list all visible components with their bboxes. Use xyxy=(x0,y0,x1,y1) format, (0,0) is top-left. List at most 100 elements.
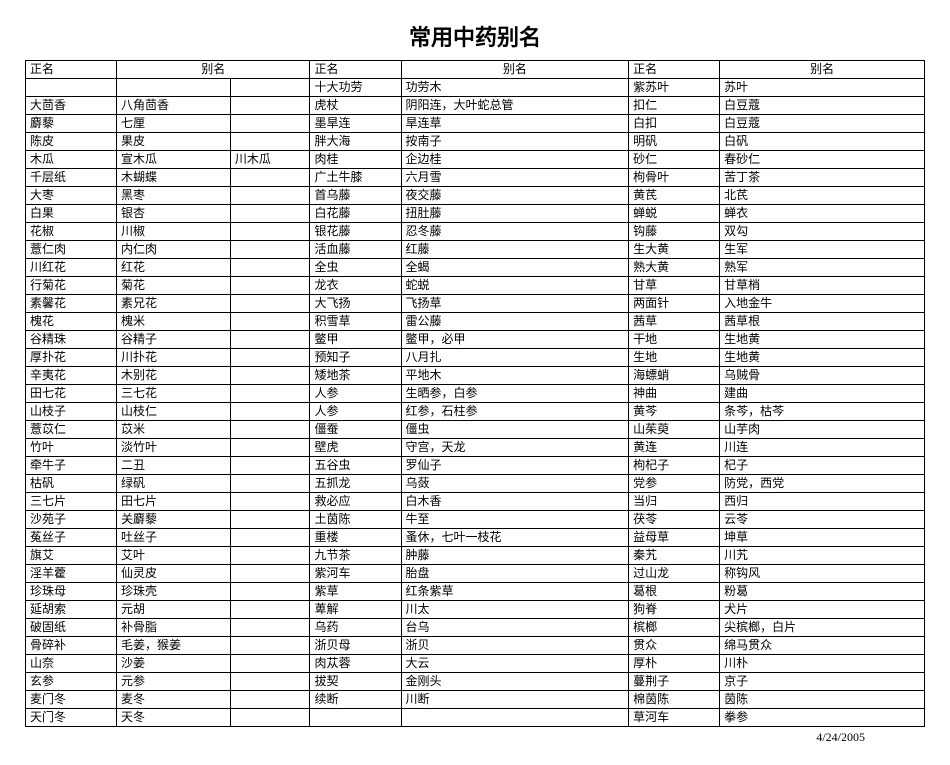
table-cell: 毛姜，猴姜 xyxy=(117,637,231,655)
table-cell: 粉葛 xyxy=(720,583,925,601)
table-cell: 绿矾 xyxy=(117,475,231,493)
table-row: 千层纸木蝴蝶广土牛膝六月雪枸骨叶苦丁茶 xyxy=(26,169,925,187)
table-cell: 续断 xyxy=(310,691,401,709)
table-cell xyxy=(230,277,310,295)
table-cell: 山枝子 xyxy=(26,403,117,421)
table-row: 麦门冬麦冬续断川断棉茵陈茵陈 xyxy=(26,691,925,709)
table-cell: 茵陈 xyxy=(720,691,925,709)
table-cell: 天门冬 xyxy=(26,709,117,727)
table-cell xyxy=(230,349,310,367)
table-cell: 苦丁茶 xyxy=(720,169,925,187)
table-cell: 艾叶 xyxy=(117,547,231,565)
table-cell: 六月雪 xyxy=(401,169,629,187)
table-row: 槐花槐米积雪草雷公藤茜草茜草根 xyxy=(26,313,925,331)
table-row: 竹叶淡竹叶壁虎守宫，天龙黄连川连 xyxy=(26,439,925,457)
table-cell: 槐米 xyxy=(117,313,231,331)
table-row: 三七片田七片救必应白木香当归西归 xyxy=(26,493,925,511)
table-row: 枯矾绿矾五抓龙乌蔹党参防党，西党 xyxy=(26,475,925,493)
table-cell: 红参，石柱参 xyxy=(401,403,629,421)
table-cell: 称钩风 xyxy=(720,565,925,583)
table-cell: 肿藤 xyxy=(401,547,629,565)
table-cell: 厚朴 xyxy=(629,655,720,673)
table-cell: 仙灵皮 xyxy=(117,565,231,583)
table-cell: 川断 xyxy=(401,691,629,709)
table-cell: 全虫 xyxy=(310,259,401,277)
table-cell: 砂仁 xyxy=(629,151,720,169)
table-cell: 按南子 xyxy=(401,133,629,151)
table-cell: 活血藤 xyxy=(310,241,401,259)
table-cell: 积雪草 xyxy=(310,313,401,331)
table-row: 破固纸补骨脂乌药台乌槟榔尖槟榔，白片 xyxy=(26,619,925,637)
table-row: 大枣黑枣首乌藤夜交藤黄芪北芪 xyxy=(26,187,925,205)
table-cell xyxy=(230,187,310,205)
table-cell: 旗艾 xyxy=(26,547,117,565)
table-cell: 两面针 xyxy=(629,295,720,313)
table-cell: 浙贝 xyxy=(401,637,629,655)
table-cell: 平地木 xyxy=(401,367,629,385)
table-cell: 拔契 xyxy=(310,673,401,691)
table-cell: 雷公藤 xyxy=(401,313,629,331)
table-cell: 鳖甲，必甲 xyxy=(401,331,629,349)
table-cell: 肉苁蓉 xyxy=(310,655,401,673)
table-cell: 宣木瓜 xyxy=(117,151,231,169)
table-cell: 槟榔 xyxy=(629,619,720,637)
table-cell: 云苓 xyxy=(720,511,925,529)
table-cell: 银花藤 xyxy=(310,223,401,241)
table-cell: 关麝藜 xyxy=(117,511,231,529)
table-cell: 珍珠母 xyxy=(26,583,117,601)
table-cell: 葛根 xyxy=(629,583,720,601)
table-row: 陈皮果皮胖大海按南子明矾白矾 xyxy=(26,133,925,151)
table-cell xyxy=(230,421,310,439)
table-cell: 海螵蛸 xyxy=(629,367,720,385)
table-cell: 壁虎 xyxy=(310,439,401,457)
table-cell: 谷精子 xyxy=(117,331,231,349)
table-cell: 白木香 xyxy=(401,493,629,511)
table-cell xyxy=(401,709,629,727)
table-cell xyxy=(117,79,231,97)
table-cell: 延胡索 xyxy=(26,601,117,619)
table-cell: 淫羊藿 xyxy=(26,565,117,583)
table-cell: 牵牛子 xyxy=(26,457,117,475)
table-cell: 秦艽 xyxy=(629,547,720,565)
table-cell: 内仁肉 xyxy=(117,241,231,259)
table-cell: 尖槟榔，白片 xyxy=(720,619,925,637)
table-cell xyxy=(230,601,310,619)
table-row: 田七花三七花人参生晒参，白参神曲建曲 xyxy=(26,385,925,403)
table-cell: 虎杖 xyxy=(310,97,401,115)
table-cell xyxy=(230,133,310,151)
table-cell: 胎盘 xyxy=(401,565,629,583)
table-cell: 阴阳连，大叶蛇总管 xyxy=(401,97,629,115)
table-row: 山奈沙姜肉苁蓉大云厚朴川朴 xyxy=(26,655,925,673)
table-cell: 坤草 xyxy=(720,529,925,547)
table-row: 木瓜宣木瓜川木瓜肉桂企边桂砂仁春砂仁 xyxy=(26,151,925,169)
table-cell: 菊花 xyxy=(117,277,231,295)
table-cell: 熟军 xyxy=(720,259,925,277)
table-cell xyxy=(230,475,310,493)
table-cell: 党参 xyxy=(629,475,720,493)
table-cell xyxy=(230,493,310,511)
table-cell: 钩藤 xyxy=(629,223,720,241)
table-cell xyxy=(230,619,310,637)
table-cell: 八角茴香 xyxy=(117,97,231,115)
table-cell: 紫河车 xyxy=(310,565,401,583)
table-cell: 红藤 xyxy=(401,241,629,259)
table-cell: 扭肚藤 xyxy=(401,205,629,223)
table-cell: 花椒 xyxy=(26,223,117,241)
table-cell xyxy=(230,223,310,241)
table-cell: 扣仁 xyxy=(629,97,720,115)
table-cell: 珍珠壳 xyxy=(117,583,231,601)
table-cell: 夜交藤 xyxy=(401,187,629,205)
table-row: 山枝子山枝仁人参红参，石柱参黄芩条芩，枯芩 xyxy=(26,403,925,421)
table-cell: 山枝仁 xyxy=(117,403,231,421)
table-cell: 枯矾 xyxy=(26,475,117,493)
table-cell: 五抓龙 xyxy=(310,475,401,493)
table-cell: 矮地茶 xyxy=(310,367,401,385)
table-cell xyxy=(230,367,310,385)
table-row: 辛夷花木别花矮地茶平地木海螵蛸乌贼骨 xyxy=(26,367,925,385)
table-cell: 吐丝子 xyxy=(117,529,231,547)
table-row: 菟丝子吐丝子重楼蚤休，七叶一枝花益母草坤草 xyxy=(26,529,925,547)
table-cell: 果皮 xyxy=(117,133,231,151)
table-cell: 乌蔹 xyxy=(401,475,629,493)
table-cell: 土茵陈 xyxy=(310,511,401,529)
table-cell: 沙姜 xyxy=(117,655,231,673)
